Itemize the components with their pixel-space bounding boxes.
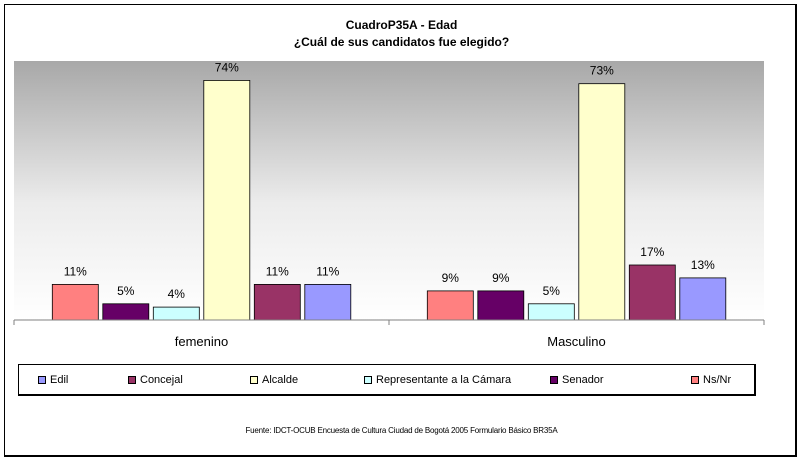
bar-senador-masculino	[477, 290, 525, 321]
data-label: 5%	[543, 284, 561, 298]
data-labels-layer: 11% 5% 4% 74% 11% 11% 9% 9% 5% 73% 17% 13%	[64, 60, 715, 301]
data-label: 4%	[168, 287, 186, 301]
legend-swatch	[38, 376, 46, 384]
data-label: 5%	[117, 284, 135, 298]
legend-item: Concejal	[128, 374, 183, 386]
legend-label: Representante a la Cámara	[376, 374, 512, 386]
data-label: 17%	[640, 245, 664, 259]
data-label: 11%	[316, 264, 339, 278]
category-label: femenino	[175, 334, 228, 349]
bars-layer	[51, 80, 727, 321]
data-label: 11%	[266, 264, 289, 278]
bar-ns-nr-femenino	[51, 283, 99, 321]
legend-item: Senador	[550, 374, 604, 386]
legend-swatch	[550, 376, 558, 384]
data-label: 13%	[691, 258, 715, 272]
bar-ns-nr-masculino	[426, 290, 474, 321]
category-label: Masculino	[547, 334, 606, 349]
bar-edil-femenino	[304, 283, 352, 321]
legend-swatch	[364, 376, 372, 384]
bar-edil-masculino	[679, 277, 727, 321]
legend: Edil Concejal Alcalde Representante a la Cá…	[18, 364, 756, 396]
legend-swatch	[128, 376, 136, 384]
bar-alcalde-femenino	[203, 80, 251, 321]
legend-label: Ns/Nr	[703, 374, 732, 386]
chart-title: CuadroP35A - Edad	[345, 18, 458, 32]
legend-swatch	[691, 376, 699, 384]
data-label: 74%	[215, 60, 239, 74]
legend-item: Alcalde	[250, 374, 298, 386]
bar-concejal-femenino	[253, 283, 301, 321]
x-axis-ticks	[13, 320, 765, 325]
legend-label: Edil	[50, 374, 69, 386]
data-label: 9%	[442, 271, 460, 285]
bar-representante-a-la-c-mara-masculino	[527, 303, 575, 321]
legend-label: Concejal	[140, 374, 183, 386]
legend-item: Ns/Nr	[691, 374, 731, 386]
chart-subtitle: ¿Cuál de sus candidatos fue elegido?	[293, 35, 510, 49]
legend-label: Senador	[562, 374, 604, 386]
legend-item: Edil	[38, 374, 68, 386]
bar-representante-a-la-c-mara-femenino	[152, 306, 200, 321]
data-label: 11%	[64, 264, 87, 278]
legend-label: Alcalde	[262, 374, 299, 386]
source-note: Fuente: IDCT-OCUB Encuesta de Cultura Ci…	[245, 426, 558, 435]
bar-alcalde-masculino	[578, 83, 626, 321]
data-label: 9%	[492, 271, 510, 285]
legend-swatch	[250, 376, 258, 384]
data-label: 73%	[590, 64, 614, 78]
legend-item: Representante a la Cámara	[364, 374, 511, 386]
category-labels: femenino Masculino	[175, 334, 606, 349]
bar-senador-femenino	[102, 303, 150, 321]
bar-concejal-masculino	[628, 264, 676, 321]
